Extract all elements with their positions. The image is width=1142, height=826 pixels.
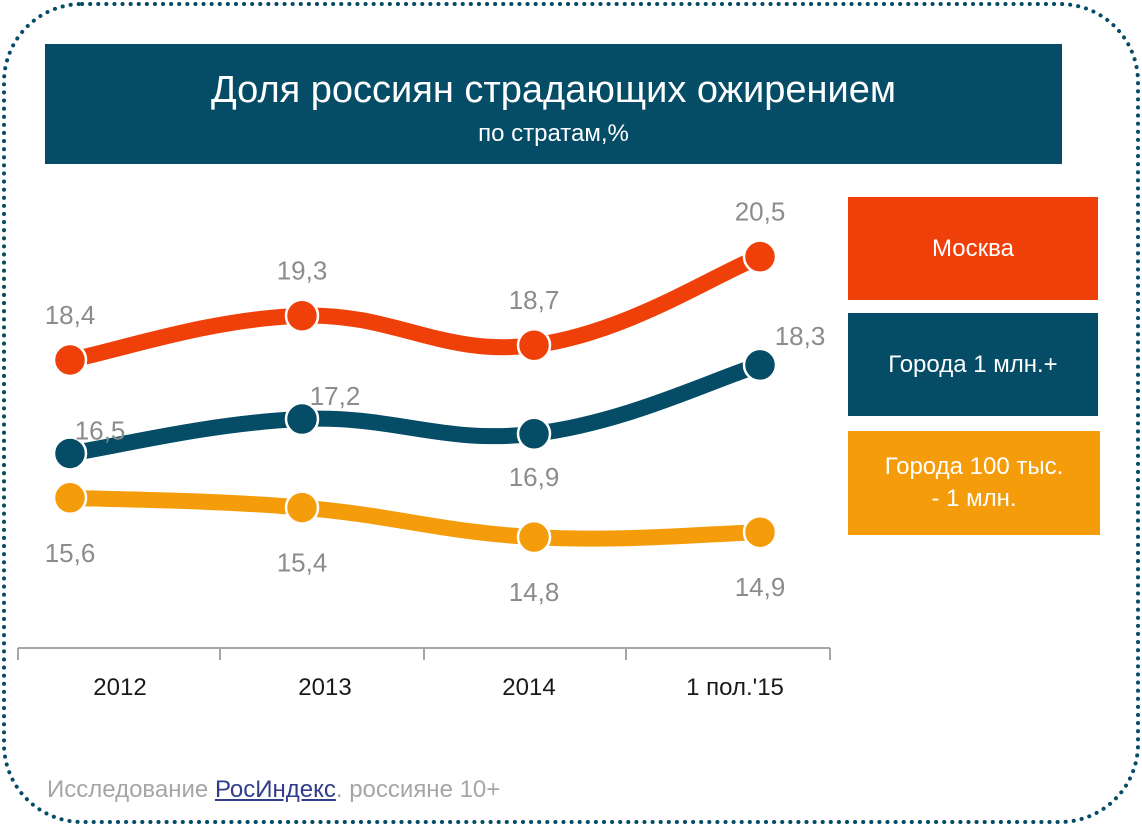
x-tick-label: 1 пол.'15 [686, 674, 784, 701]
x-tick-label: 2013 [298, 674, 351, 701]
chart-subtitle: по стратам,% [478, 120, 629, 147]
data-label-cities-100k-1m: 15,6 [45, 538, 96, 568]
data-point-cities-100k-1m [516, 519, 552, 555]
data-point-cities-100k-1m [742, 514, 778, 550]
data-label-cities-100k-1m: 15,4 [277, 548, 328, 578]
series-line-cities-1m [62, 356, 768, 462]
source-suffix: . россияне 10+ [335, 776, 501, 803]
data-label-moscow: 18,7 [509, 285, 560, 315]
data-label-cities-1m: 18,3 [775, 321, 826, 351]
data-point-cities-1m [742, 347, 778, 383]
source-link[interactable]: РосИндекс [214, 776, 336, 803]
series-line-moscow [62, 248, 768, 368]
chart-title: Доля россиян страдающих ожирением [210, 69, 896, 111]
data-point-cities-100k-1m [284, 490, 320, 525]
x-tick-label: 2012 [93, 674, 146, 701]
x-tick-label: 2014 [502, 674, 555, 701]
legend-item-cities-100k-1m: Города 100 тыс. - 1 млн. [848, 431, 1100, 535]
data-label-cities-100k-1m: 14,8 [509, 577, 560, 607]
data-point-cities-100k-1m [52, 480, 88, 516]
legend-label-line1: Города 100 тыс. [884, 453, 1064, 480]
data-point-moscow [516, 327, 552, 363]
data-label-cities-1m: 16,5 [75, 415, 126, 445]
data-label-cities-100k-1m: 14,9 [735, 572, 786, 602]
data-label-moscow: 20,5 [735, 197, 786, 227]
legend-item-cities-1m: Города 1 млн.+ [848, 313, 1098, 416]
series-line-cities-100k-1m [62, 489, 768, 547]
data-point-cities-1m [516, 416, 552, 452]
data-point-moscow [52, 342, 88, 378]
data-point-cities-1m [52, 436, 88, 471]
legend-label-line2: - 1 млн. [931, 485, 1017, 512]
legend-label: Москва [932, 234, 1014, 262]
data-point-moscow [742, 239, 778, 274]
data-label-cities-1m: 17,2 [310, 381, 361, 411]
data-label-moscow: 18,4 [45, 300, 96, 330]
title-banner: Доля россиян страдающих ожирением по стр… [45, 44, 1062, 164]
legend-label: Города 1 млн.+ [888, 350, 1058, 378]
data-point-cities-1m [284, 401, 320, 437]
source-prefix: Исследование [47, 776, 215, 803]
source-note: Исследование РосИндекс. россияне 10+ [47, 776, 500, 804]
data-label-cities-1m: 16,9 [509, 462, 560, 492]
data-point-moscow [284, 298, 320, 333]
data-label-moscow: 19,3 [277, 256, 328, 286]
legend-item-moscow: Москва [848, 197, 1098, 300]
